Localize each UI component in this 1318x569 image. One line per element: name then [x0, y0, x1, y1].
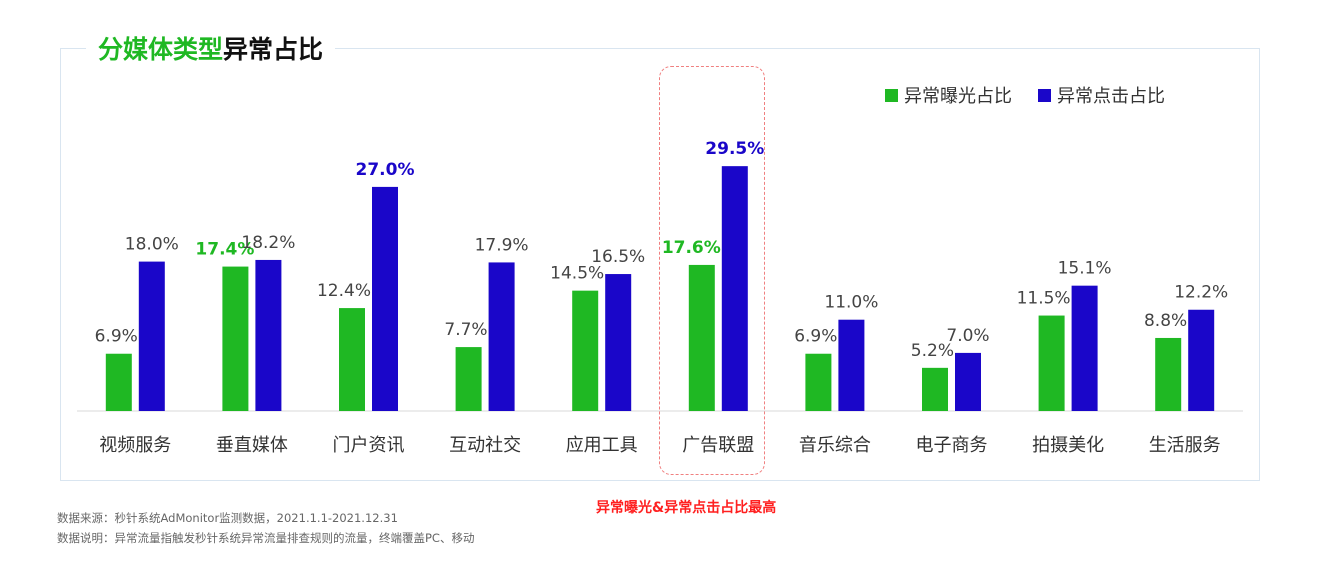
highlight-box: [659, 66, 765, 475]
highlight-note: 异常曝光&异常点击占比最高: [596, 500, 777, 516]
value-label-exposure-4: 14.5%: [550, 264, 604, 284]
category-label-5: 广告联盟: [682, 435, 754, 456]
value-label-exposure-0: 6.9%: [95, 327, 138, 347]
bar-click-3: [488, 262, 515, 411]
bar-exposure-5: [688, 264, 715, 411]
bar-exposure-4: [572, 290, 599, 411]
category-label-4: 应用工具: [566, 435, 638, 456]
value-label-exposure-3: 7.7%: [444, 320, 487, 340]
legend-label-click: 异常点击占比: [1057, 86, 1165, 107]
category-label-9: 生活服务: [1149, 435, 1221, 456]
footnote-description: 数据说明：异常流量指触发秒针系统异常流量排查规则的流量，终端覆盖PC、移动: [57, 531, 475, 545]
bar-click-1: [255, 259, 282, 411]
chart-title: 分媒体类型异常占比: [86, 30, 336, 70]
chart-title-rest: 异常占比: [223, 35, 324, 64]
footnotes: 数据来源：秒针系统AdMonitor监测数据，2021.1.1-2021.12.…: [57, 508, 474, 548]
bar-exposure-0: [105, 353, 132, 411]
category-label-1: 垂直媒体: [216, 435, 288, 456]
value-label-exposure-9: 8.8%: [1144, 311, 1187, 331]
bar-click-6: [838, 319, 865, 411]
category-labels-group: 视频服务 垂直媒体 门户资讯 互动社交 应用工具 广告联盟 音乐综合 电子商务 拍摄美化 生活服务: [99, 435, 1220, 456]
value-label-exposure-2: 12.4%: [317, 281, 371, 301]
bar-click-7: [955, 352, 981, 411]
value-label-click-6: 11.0%: [824, 293, 878, 313]
value-label-exposure-7: 5.2%: [911, 341, 954, 361]
value-label-click-8: 15.1%: [1058, 259, 1112, 279]
value-label-click-3: 17.9%: [475, 235, 529, 255]
value-label-exposure-5: 17.6%: [662, 238, 721, 258]
category-label-6: 音乐综合: [799, 435, 871, 456]
bar-exposure-3: [455, 347, 482, 411]
bar-click-9: [1188, 309, 1215, 411]
legend-swatch-exposure: [885, 88, 898, 102]
legend-item-exposure: 异常曝光占比: [885, 82, 1012, 108]
bars-group: [105, 166, 1215, 411]
legend: 异常曝光占比 异常点击占比: [885, 82, 1165, 108]
category-label-2: 门户资讯: [333, 435, 405, 456]
bar-exposure-7: [922, 367, 948, 411]
bar-exposure-9: [1155, 337, 1182, 411]
bar-click-8: [1071, 285, 1098, 411]
value-label-exposure-6: 6.9%: [794, 327, 837, 347]
chart-frame: [60, 48, 1260, 481]
category-label-3: 互动社交: [449, 435, 521, 456]
value-label-click-5: 29.5%: [705, 139, 764, 159]
bar-click-0: [138, 261, 165, 411]
category-label-8: 拍摄美化: [1032, 435, 1104, 456]
chart-title-highlight: 分媒体类型: [98, 35, 224, 64]
bar-click-4: [605, 274, 632, 411]
legend-label-exposure: 异常曝光占比: [904, 86, 1012, 107]
value-label-exposure-1: 17.4%: [195, 240, 254, 260]
legend-swatch-click: [1038, 88, 1051, 102]
value-label-click-4: 16.5%: [591, 247, 645, 267]
bar-exposure-1: [222, 266, 249, 411]
bar-click-2: [372, 186, 398, 411]
value-label-click-9: 12.2%: [1174, 283, 1228, 303]
value-label-click-0: 18.0%: [125, 235, 179, 255]
legend-item-click: 异常点击占比: [1038, 82, 1165, 108]
bar-exposure-6: [805, 353, 832, 411]
bar-exposure-8: [1038, 315, 1065, 411]
bar-exposure-2: [339, 308, 365, 411]
value-label-click-1: 18.2%: [241, 233, 295, 253]
bar-click-5: [721, 166, 748, 411]
value-label-click-2: 27.0%: [356, 160, 415, 180]
value-label-exposure-8: 11.5%: [1017, 289, 1071, 309]
footnote-source: 数据来源：秒针系统AdMonitor监测数据，2021.1.1-2021.12.…: [57, 511, 398, 525]
value-label-click-7: 7.0%: [946, 326, 989, 346]
category-label-0: 视频服务: [99, 435, 171, 456]
value-labels-group: 6.9% 18.0% 17.4%18.2% 12.4% 27.0% 7.7% 17.9% 14…: [95, 139, 1229, 361]
category-label-7: 电子商务: [916, 435, 988, 456]
